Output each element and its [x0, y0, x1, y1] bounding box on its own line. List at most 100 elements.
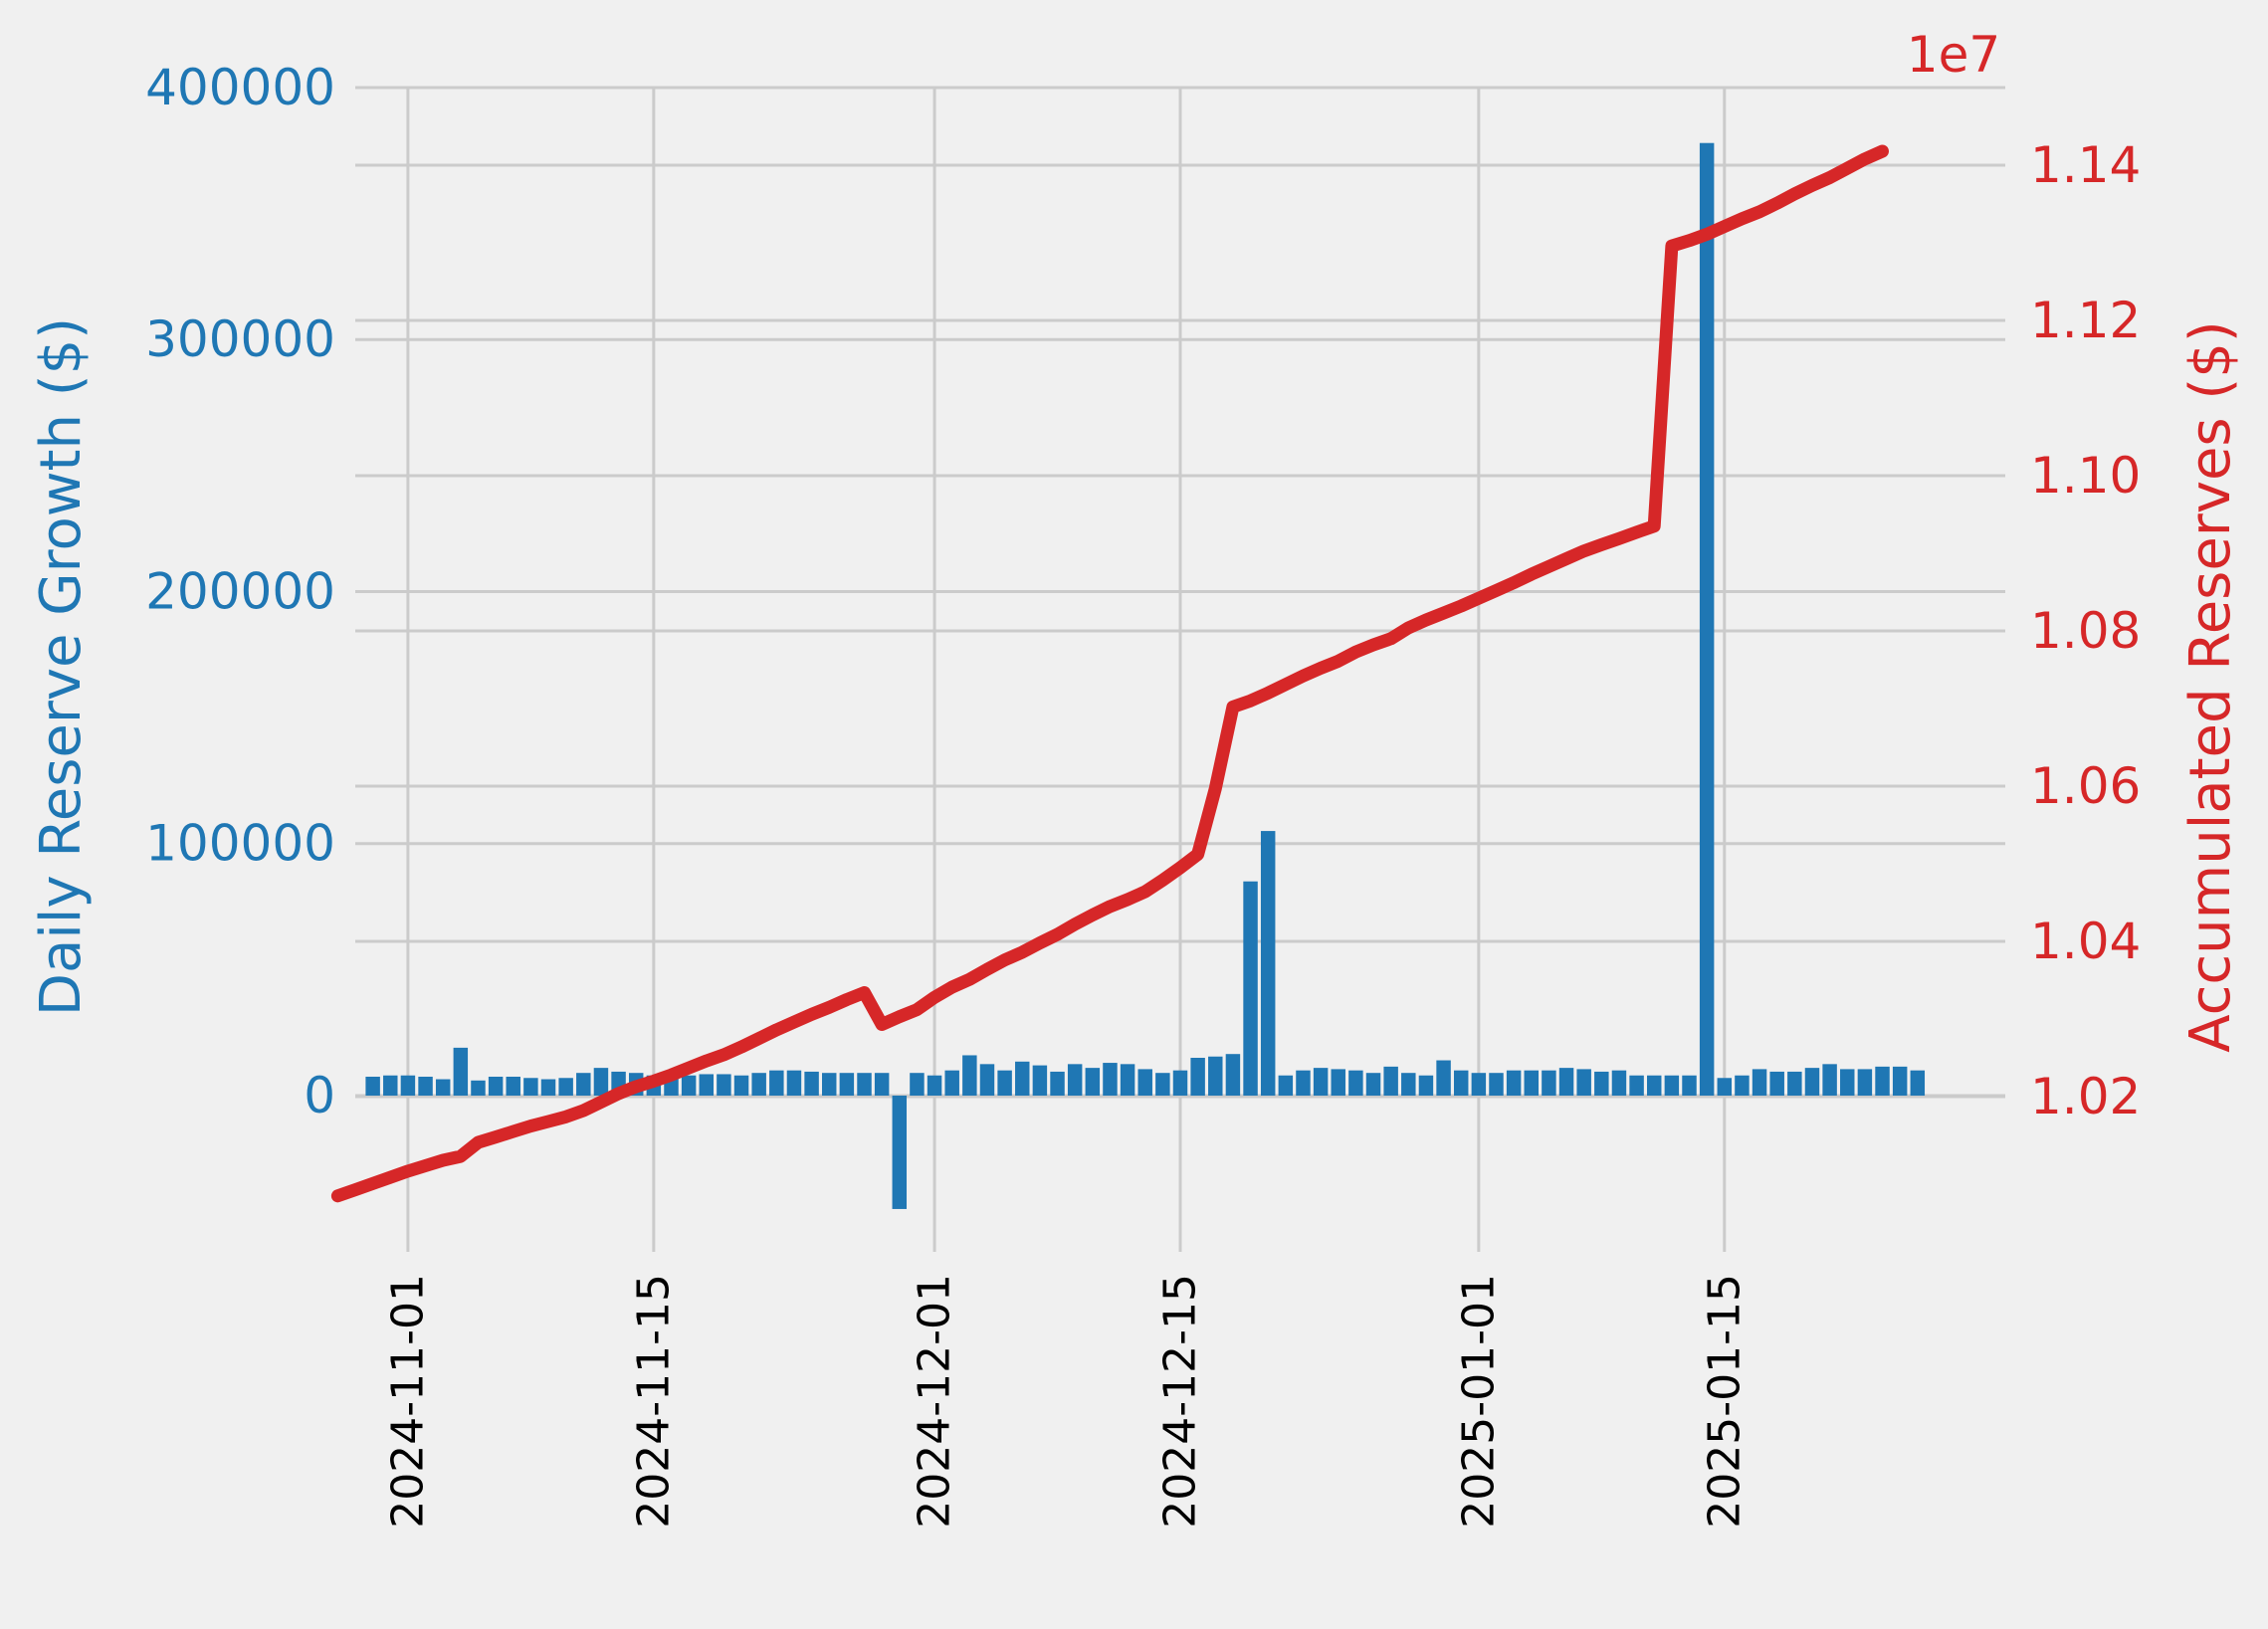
daily-growth-bar	[523, 1078, 538, 1096]
x-tick-label: 2024-12-01	[910, 1274, 960, 1528]
daily-growth-bar	[1542, 1070, 1556, 1096]
daily-growth-bar	[927, 1075, 942, 1096]
daily-growth-bar	[1506, 1070, 1522, 1096]
daily-growth-bar	[1875, 1066, 1890, 1096]
grid-lines	[355, 86, 2005, 1252]
right-y-tick-label: 1.08	[2030, 602, 2141, 660]
daily-growth-bar	[979, 1064, 995, 1096]
daily-growth-bar	[1190, 1058, 1205, 1096]
right-axis-offset-text: 1e7	[1907, 26, 2000, 84]
daily-growth-bar	[1103, 1063, 1118, 1096]
daily-growth-bar	[1383, 1066, 1398, 1096]
daily-growth-bar	[558, 1078, 573, 1096]
daily-growth-bar	[488, 1076, 504, 1096]
accumulated-reserves-line	[330, 144, 1889, 1203]
left-y-tick-label: 200000	[145, 562, 335, 620]
left-y-tick-label: 0	[304, 1067, 335, 1124]
daily-growth-bar	[1787, 1071, 1802, 1096]
right-y-tick-label: 1.10	[2030, 447, 2141, 505]
daily-growth-bar	[1647, 1075, 1662, 1096]
bar-series	[365, 142, 1926, 1209]
daily-growth-bar	[1471, 1073, 1487, 1096]
daily-growth-bar	[1699, 142, 1715, 1096]
tick-labels: 2024-11-01 2024-11-15 2024-12-01 2024-12-15…	[145, 59, 2141, 1528]
daily-growth-bar	[1735, 1075, 1750, 1096]
right-y-tick-label: 1.12	[2030, 292, 2141, 349]
daily-growth-bar	[786, 1070, 802, 1096]
daily-growth-bar	[1050, 1071, 1065, 1096]
daily-growth-bar	[1576, 1069, 1591, 1096]
daily-growth-bar	[1331, 1069, 1345, 1096]
daily-growth-bar	[383, 1075, 398, 1096]
daily-growth-bar	[1558, 1068, 1574, 1096]
daily-growth-bar	[1155, 1073, 1170, 1096]
daily-growth-bar	[506, 1076, 520, 1096]
daily-growth-bar	[733, 1075, 749, 1096]
line-series	[330, 144, 1889, 1203]
daily-growth-bar	[400, 1075, 416, 1096]
daily-growth-bar	[857, 1073, 872, 1096]
daily-growth-bar	[1717, 1078, 1733, 1096]
x-tick-label: 2024-11-15	[628, 1274, 679, 1528]
daily-growth-bar	[1401, 1073, 1416, 1096]
daily-growth-bar	[944, 1070, 959, 1096]
daily-growth-bar	[1365, 1073, 1381, 1096]
right-axis-label: Accumulated Reserves ($)	[2178, 320, 2243, 1052]
daily-growth-bar	[1172, 1070, 1188, 1096]
daily-growth-bar	[1243, 881, 1258, 1096]
daily-growth-bar	[576, 1073, 591, 1096]
daily-growth-bar	[1278, 1075, 1294, 1096]
daily-growth-bar	[471, 1080, 486, 1096]
daily-growth-bar	[1629, 1075, 1644, 1096]
right-y-tick-label: 1.04	[2030, 913, 2141, 970]
daily-growth-bar	[1313, 1068, 1329, 1096]
daily-growth-bar	[1892, 1066, 1908, 1096]
daily-growth-bar	[699, 1074, 714, 1096]
daily-growth-bar	[1822, 1064, 1837, 1096]
right-y-tick-label: 1.02	[2030, 1068, 2141, 1125]
daily-growth-bar	[874, 1073, 890, 1096]
daily-growth-bar	[1032, 1065, 1048, 1096]
daily-growth-bar	[1418, 1075, 1434, 1096]
daily-growth-bar	[962, 1055, 977, 1096]
right-y-tick-label: 1.14	[2030, 136, 2141, 194]
daily-growth-bar	[717, 1074, 731, 1096]
daily-growth-bar	[1769, 1071, 1784, 1096]
daily-growth-bar	[418, 1076, 433, 1096]
daily-growth-bar	[453, 1047, 469, 1096]
daily-growth-bar	[1348, 1070, 1363, 1096]
left-axis-label: Daily Reserve Growth ($)	[29, 317, 94, 1016]
daily-growth-bar	[997, 1070, 1012, 1096]
daily-growth-bar	[435, 1079, 451, 1096]
daily-growth-bar	[681, 1075, 697, 1096]
x-tick-label: 2025-01-01	[1453, 1274, 1504, 1528]
daily-growth-bar	[1611, 1070, 1627, 1096]
left-y-tick-label: 400000	[145, 59, 335, 116]
daily-growth-bar	[1910, 1070, 1926, 1096]
daily-growth-bar	[1067, 1064, 1083, 1096]
daily-growth-bar	[1015, 1061, 1030, 1096]
daily-growth-bar	[1857, 1069, 1873, 1096]
daily-growth-bar	[1804, 1068, 1820, 1096]
daily-growth-bar	[839, 1073, 855, 1096]
daily-growth-bar	[1436, 1060, 1451, 1096]
right-y-tick-label: 1.06	[2030, 757, 2141, 815]
daily-growth-bar	[751, 1073, 766, 1096]
daily-growth-bar	[1840, 1069, 1855, 1096]
daily-growth-bar	[1664, 1075, 1680, 1096]
daily-growth-bar	[365, 1076, 380, 1096]
left-y-tick-label: 300000	[145, 310, 335, 368]
daily-growth-bar	[1208, 1056, 1223, 1096]
daily-growth-bar	[1489, 1073, 1504, 1096]
x-tick-label: 2024-11-01	[382, 1274, 433, 1528]
daily-growth-bar	[892, 1095, 908, 1209]
daily-growth-bar	[1120, 1064, 1135, 1096]
daily-growth-bar	[769, 1070, 784, 1096]
daily-growth-bar	[1524, 1070, 1539, 1096]
left-y-tick-label: 100000	[145, 815, 335, 873]
daily-growth-bar	[1453, 1070, 1469, 1096]
daily-growth-bar	[1296, 1070, 1311, 1096]
daily-growth-bar	[822, 1073, 837, 1096]
